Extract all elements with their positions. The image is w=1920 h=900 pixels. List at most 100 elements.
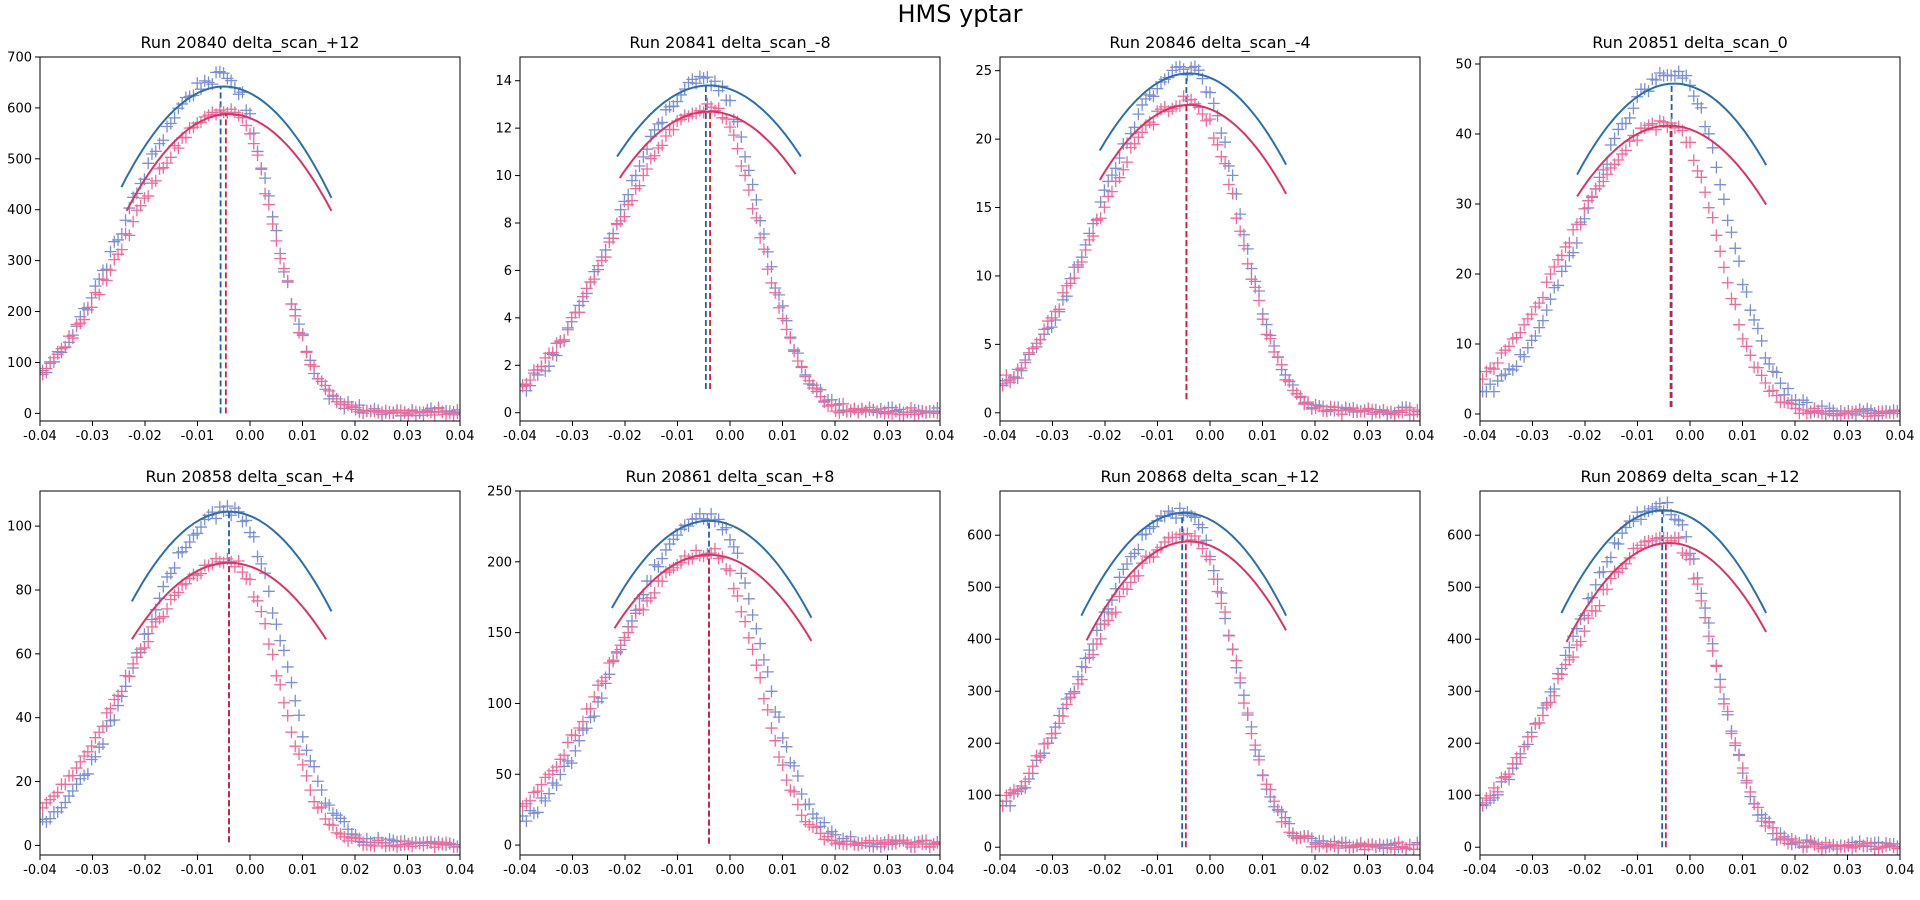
data-point xyxy=(1056,286,1069,299)
data-point xyxy=(1484,789,1497,802)
data-point xyxy=(1253,294,1266,307)
data-point xyxy=(1736,278,1749,291)
data-point xyxy=(1245,727,1258,740)
chart-title: Run 20869 delta_scan_+12 xyxy=(1580,467,1799,487)
data-point xyxy=(1721,214,1734,227)
y-tick-label: 12 xyxy=(495,122,512,137)
plot-area xyxy=(40,500,460,854)
data-point xyxy=(1744,785,1757,798)
marker-series-red xyxy=(1480,531,1900,855)
chart-title: Run 20851 delta_scan_0 xyxy=(1592,33,1788,53)
fit-curve-red xyxy=(1576,124,1767,206)
data-point xyxy=(648,149,661,162)
data-point xyxy=(1533,717,1546,730)
data-point xyxy=(1196,108,1209,120)
data-point xyxy=(274,678,287,691)
x-tick-label: 0.04 xyxy=(926,429,955,444)
marker-series-blue xyxy=(1480,496,1900,855)
x-tick-label: -0.01 xyxy=(181,429,215,444)
y-tick-label: 600 xyxy=(7,101,32,116)
y-tick-label: 400 xyxy=(7,203,32,218)
x-tick-label: -0.04 xyxy=(1463,863,1497,878)
data-point xyxy=(833,406,846,419)
data-point xyxy=(115,685,128,698)
data-point xyxy=(1234,672,1247,685)
data-point xyxy=(168,561,181,574)
fit-curve-red xyxy=(1085,540,1287,641)
data-point xyxy=(735,605,748,618)
data-point xyxy=(1026,760,1039,773)
data-point xyxy=(573,722,586,735)
data-point xyxy=(293,748,306,761)
data-point xyxy=(1075,673,1088,686)
data-point xyxy=(754,671,767,684)
data-point xyxy=(1533,321,1546,334)
data-point xyxy=(1725,226,1738,239)
data-point xyxy=(1601,168,1614,181)
chart-panel: Run 20846 delta_scan_-4 -0.04 -0.03 -0.02 -0… xyxy=(975,33,1434,444)
data-point xyxy=(633,160,646,173)
data-point xyxy=(149,174,162,187)
y-tick-label: 200 xyxy=(967,737,992,752)
x-tick-label: -0.04 xyxy=(503,429,537,444)
x-tick-label: 0.03 xyxy=(873,863,902,878)
data-point xyxy=(780,740,793,753)
data-point xyxy=(814,827,827,840)
x-tick-label: 0.01 xyxy=(1248,863,1277,878)
marker-series-red xyxy=(40,552,460,854)
data-point xyxy=(769,734,782,747)
fit-curve-blue xyxy=(1560,509,1767,614)
data-point xyxy=(1695,101,1708,114)
x-tick-label: 0.02 xyxy=(821,863,850,878)
data-point xyxy=(1279,815,1292,828)
data-point xyxy=(754,637,767,650)
y-tick-label: 600 xyxy=(967,529,992,544)
data-point xyxy=(1098,201,1111,214)
data-point xyxy=(255,605,268,618)
y-tick-label: 40 xyxy=(1455,128,1472,143)
marker-series-red xyxy=(40,103,460,421)
data-point xyxy=(134,199,147,212)
x-tick-label: 0.04 xyxy=(446,863,475,878)
data-point xyxy=(353,832,366,845)
data-point xyxy=(1725,727,1738,740)
x-tick-label: -0.03 xyxy=(76,863,110,878)
data-point xyxy=(1567,651,1580,664)
data-point xyxy=(308,760,321,773)
data-point xyxy=(1619,144,1632,157)
data-point xyxy=(157,610,170,623)
data-point xyxy=(262,198,275,211)
data-point xyxy=(739,150,752,163)
data-point xyxy=(1585,190,1598,203)
data-point xyxy=(648,586,661,599)
data-point xyxy=(1079,243,1092,256)
data-point xyxy=(1196,521,1209,534)
data-point xyxy=(1672,65,1685,78)
data-point xyxy=(194,521,207,534)
y-tick-label: 100 xyxy=(967,789,992,804)
data-point xyxy=(727,582,740,595)
data-point xyxy=(784,332,797,345)
data-point xyxy=(739,577,752,590)
x-tick-label: 0.00 xyxy=(716,863,745,878)
fit-curve-blue xyxy=(1098,72,1287,166)
data-point xyxy=(1121,156,1134,169)
data-point xyxy=(142,157,155,170)
data-point xyxy=(289,694,302,707)
data-point xyxy=(172,142,185,155)
data-point xyxy=(746,609,759,622)
data-point xyxy=(1049,727,1062,740)
data-point xyxy=(1563,641,1576,654)
data-point xyxy=(1548,689,1561,702)
data-point xyxy=(1695,171,1708,184)
data-point xyxy=(618,210,631,223)
data-point xyxy=(1264,332,1277,345)
data-point xyxy=(595,692,608,705)
fit-curve-blue xyxy=(616,84,802,158)
data-point xyxy=(1487,363,1500,376)
data-point xyxy=(788,785,801,798)
data-point xyxy=(546,346,559,359)
data-point xyxy=(1147,118,1160,131)
data-point xyxy=(1748,313,1761,326)
